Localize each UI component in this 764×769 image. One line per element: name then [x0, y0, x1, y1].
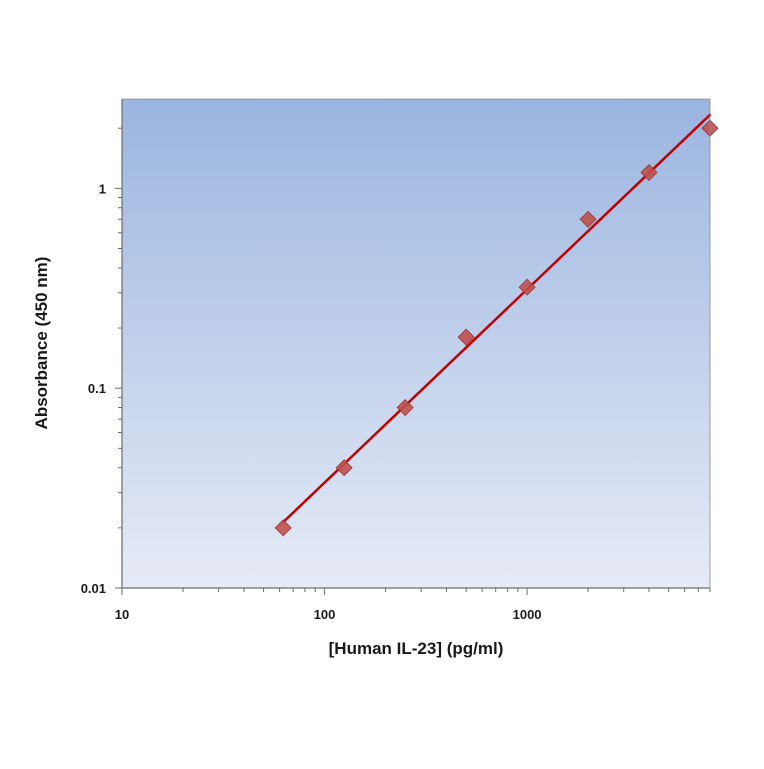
data-point-marker	[640, 163, 658, 182]
y-tick-label: 1	[99, 181, 106, 196]
data-point-marker	[274, 519, 292, 537]
tick-labels: 10 100 1000 0.01 0.1 1	[81, 181, 542, 622]
y-tick-label: 0.1	[88, 381, 106, 396]
y-tick-label: 0.01	[81, 581, 106, 596]
data-point-marker	[579, 210, 597, 228]
data-point-marker	[518, 278, 536, 296]
y-axis-title: Absorbance (450 nm)	[32, 257, 51, 430]
data-point-marker	[396, 398, 414, 417]
data-point-marker	[335, 459, 353, 477]
data-points	[274, 119, 719, 537]
x-tick-label: 100	[314, 607, 336, 622]
fit-line	[281, 113, 712, 524]
fit-line-layer	[281, 113, 712, 524]
x-tick-label: 10	[115, 607, 129, 622]
x-axis-title: [Human IL-23] (pg/ml)	[329, 639, 504, 658]
data-point-marker	[457, 328, 475, 346]
x-tick-label: 1000	[513, 607, 542, 622]
plot-area	[122, 99, 710, 588]
axes	[115, 98, 711, 595]
